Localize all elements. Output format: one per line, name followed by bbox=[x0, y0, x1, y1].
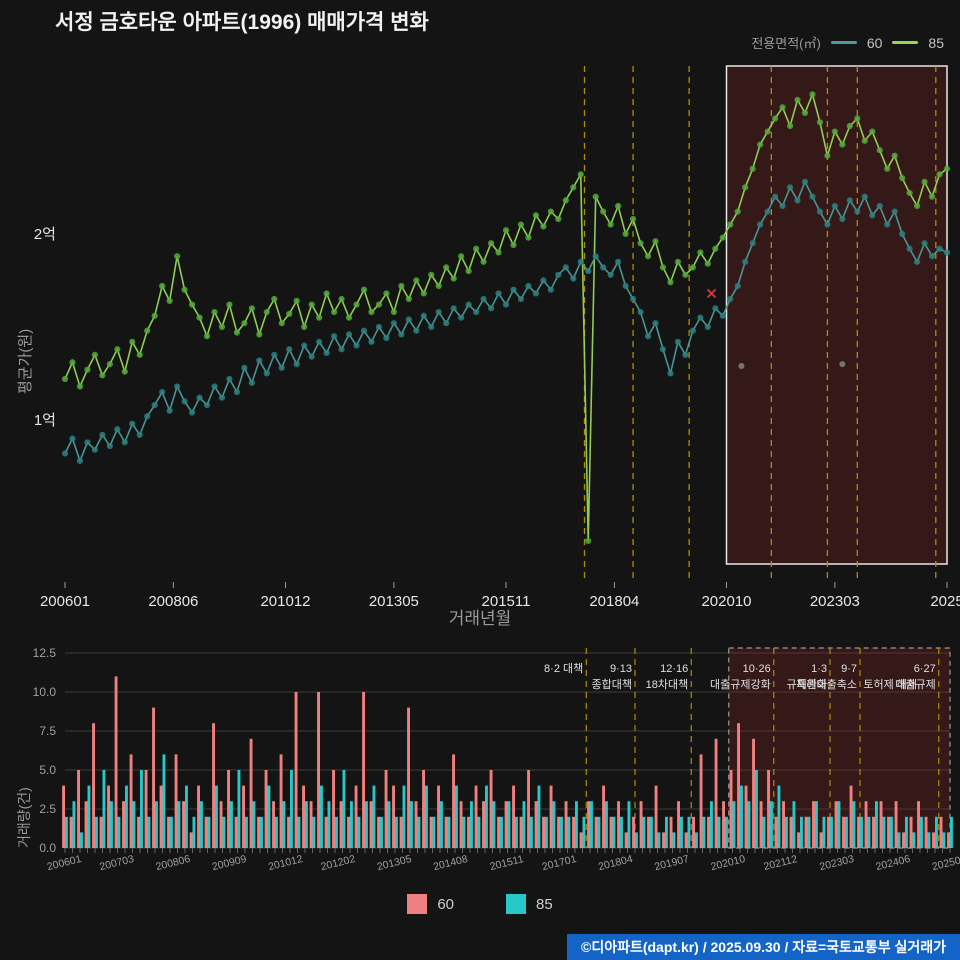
legend-item-85[interactable]: 85 bbox=[928, 34, 944, 51]
volume-legend-item-85[interactable]: 85 bbox=[506, 894, 553, 914]
svg-text:200806: 200806 bbox=[148, 593, 198, 610]
svg-text:200601: 200601 bbox=[40, 593, 90, 610]
svg-text:201511: 201511 bbox=[489, 853, 525, 873]
volume-legend-label-60: 60 bbox=[437, 895, 454, 913]
svg-text:대출규제강화: 대출규제강화 bbox=[710, 678, 771, 691]
svg-text:2억: 2억 bbox=[34, 226, 56, 243]
svg-text:202112: 202112 bbox=[762, 853, 798, 873]
svg-text:18차대책: 18차대책 bbox=[646, 678, 689, 691]
svg-text:202509: 202509 bbox=[931, 853, 960, 873]
svg-text:특례대출축소: 특례대출축소 bbox=[796, 678, 857, 691]
area-legend: 전용면적(㎡) 60 85 bbox=[751, 33, 944, 52]
svg-text:12.5: 12.5 bbox=[33, 646, 57, 660]
svg-text:202010: 202010 bbox=[710, 853, 747, 873]
svg-text:202303: 202303 bbox=[818, 853, 855, 873]
legend-item-60[interactable]: 60 bbox=[866, 34, 883, 51]
page-title: 서정 금호타운 아파트(1996) 매매가격 변화 bbox=[55, 11, 429, 34]
volume-y-axis-label: 거래량(건) bbox=[16, 787, 32, 848]
svg-text:6·27: 6·27 bbox=[914, 663, 936, 675]
svg-text:200909: 200909 bbox=[211, 853, 248, 873]
svg-text:200806: 200806 bbox=[155, 853, 192, 873]
svg-text:9·7: 9·7 bbox=[841, 663, 857, 675]
svg-text:2025: 2025 bbox=[930, 593, 960, 610]
svg-text:201804: 201804 bbox=[597, 853, 634, 873]
svg-text:규제완화: 규제완화 bbox=[787, 678, 827, 691]
svg-text:0.0: 0.0 bbox=[39, 841, 56, 855]
price-x-axis-label: 거래년월 bbox=[448, 609, 512, 628]
svg-text:5.0: 5.0 bbox=[39, 763, 56, 777]
svg-text:201305: 201305 bbox=[376, 853, 413, 873]
svg-text:202303: 202303 bbox=[810, 593, 860, 610]
svg-text:201701: 201701 bbox=[541, 853, 578, 873]
svg-text:10·26: 10·26 bbox=[743, 663, 771, 675]
svg-text:토허제 해제: 토허제 해제 bbox=[863, 677, 917, 691]
svg-text:1억: 1억 bbox=[34, 412, 56, 429]
series-60-line-swatch bbox=[830, 41, 857, 44]
volume-60-swatch bbox=[407, 894, 428, 914]
svg-text:1·3: 1·3 bbox=[811, 663, 827, 675]
svg-text:9·13: 9·13 bbox=[610, 663, 632, 675]
svg-text:202406: 202406 bbox=[875, 853, 912, 873]
svg-text:202010: 202010 bbox=[701, 593, 751, 610]
svg-text:201804: 201804 bbox=[589, 593, 639, 610]
svg-text:201305: 201305 bbox=[369, 593, 419, 610]
volume-bar-chart: 0.0 2.5 5.0 7.5 10.0 12.5 8·2 대책 9·13 종합대책 12·16 1… bbox=[33, 646, 960, 873]
svg-text:201012: 201012 bbox=[267, 853, 304, 873]
volume-legend-item-60[interactable]: 60 bbox=[407, 894, 454, 914]
volume-legend: 60 85 bbox=[0, 894, 960, 914]
svg-text:200601: 200601 bbox=[46, 853, 83, 873]
svg-text:201511: 201511 bbox=[482, 593, 531, 610]
price-line-chart: 1억 2억 200601 200806 201012 201305 201511 201804… bbox=[34, 65, 960, 610]
svg-text:10.0: 10.0 bbox=[33, 685, 57, 699]
svg-text:200703: 200703 bbox=[98, 853, 135, 873]
svg-text:대출규제: 대출규제 bbox=[895, 678, 935, 691]
svg-text:201408: 201408 bbox=[432, 853, 469, 873]
svg-text:201012: 201012 bbox=[260, 593, 310, 610]
svg-text:201907: 201907 bbox=[653, 853, 690, 873]
volume-legend-label-85: 85 bbox=[536, 895, 553, 913]
svg-text:종합대책: 종합대책 bbox=[592, 678, 632, 691]
copyright-footer: ©디아파트(dapt.kr) / 2025.09.30 / 자료=국토교통부 실… bbox=[567, 934, 960, 960]
svg-text:2.5: 2.5 bbox=[39, 802, 56, 816]
area-legend-label: 전용면적(㎡) bbox=[751, 36, 821, 51]
volume-85-swatch bbox=[506, 894, 526, 914]
series-85-line-swatch bbox=[892, 41, 919, 44]
svg-text:12·16: 12·16 bbox=[660, 663, 688, 675]
svg-text:8·2 대책: 8·2 대책 bbox=[544, 662, 583, 675]
price-y-axis-label: 평균가(원) bbox=[17, 328, 34, 394]
svg-text:7.5: 7.5 bbox=[39, 724, 56, 738]
svg-text:201202: 201202 bbox=[320, 853, 357, 873]
